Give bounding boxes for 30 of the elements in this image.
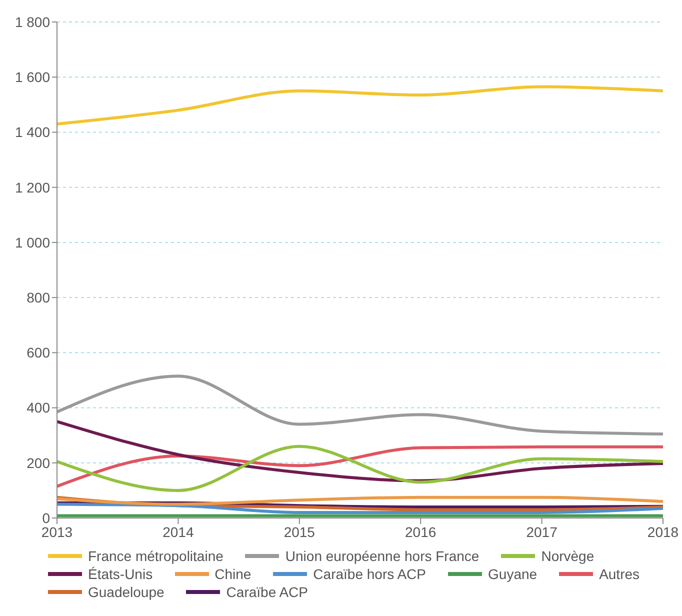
line-series [57,374,663,436]
legend-label: Autres [599,566,640,582]
legend-label: Caraïbe ACP [226,584,308,600]
line-series [57,496,663,506]
legend-label: États-Unis [88,566,153,582]
y-tick-label: 200 [26,454,50,471]
legend-label: Guadeloupe [88,584,164,600]
x-tick-label: 2017 [526,524,558,540]
x-tick-label: 2015 [284,524,316,540]
y-tick-label: 800 [26,290,50,306]
line-series [57,85,663,126]
legend-label: Norvège [541,548,594,564]
line-series [57,502,663,514]
x-tick-label: 2014 [162,524,194,540]
y-tick-label: 1 600 [14,69,50,86]
y-tick-label: 600 [26,344,50,361]
legend-label: France métropolitaine [88,548,224,564]
legend-label: Caraïbe hors ACP [313,566,426,582]
legend-label: Union européenne hors France [285,548,480,564]
legend-label: Guyane [488,566,538,582]
y-tick-label: 1 800 [14,14,50,30]
y-tick-label: 1 000 [14,234,50,250]
y-tick-label: 1 400 [14,124,50,140]
x-tick-label: 2018 [647,524,679,540]
x-tick-label: 2016 [405,524,436,540]
y-tick-label: 400 [26,400,50,416]
y-tick-label: 0 [42,510,50,526]
y-tick-label: 1 200 [14,179,50,196]
x-tick-label: 2013 [41,524,73,540]
legend-label: Chine [214,566,252,582]
